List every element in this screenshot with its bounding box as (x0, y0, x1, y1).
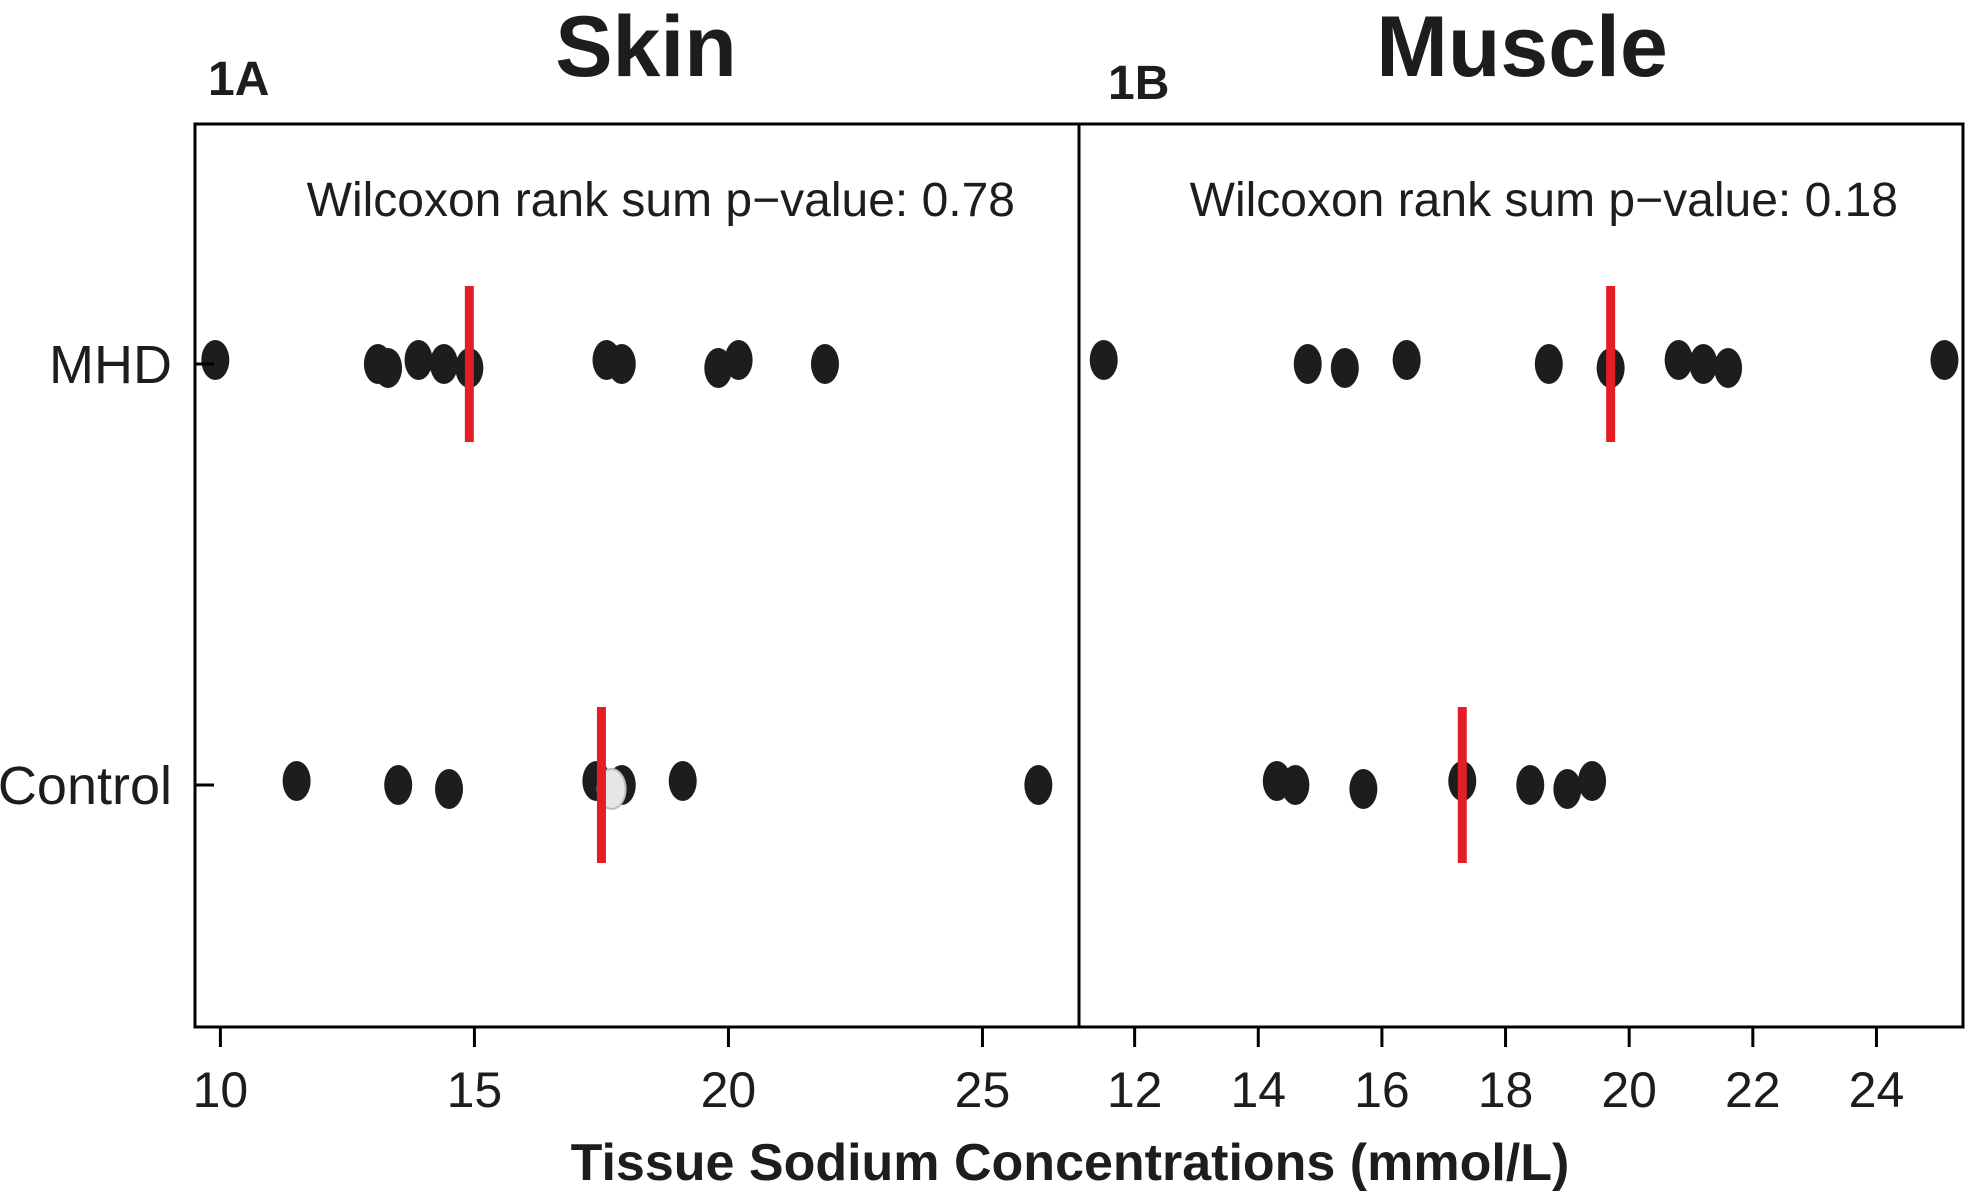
skin-x-tick-label: 20 (701, 1062, 757, 1118)
muscle-mhd-point (1689, 344, 1718, 384)
skin-title: Skin (555, 0, 737, 95)
y-category-mhd: MHD (49, 335, 172, 395)
panel-label-1a: 1A (208, 53, 269, 106)
skin-control-point (668, 761, 697, 801)
skin-mhd-point (607, 344, 636, 384)
muscle-x-tick-label: 12 (1107, 1062, 1163, 1118)
skin-p-value-annotation: Wilcoxon rank sum p−value: 0.78 (307, 174, 1015, 227)
skin-mhd-point (724, 340, 753, 380)
muscle-mhd-point (1930, 340, 1959, 380)
muscle-mhd-point (1392, 340, 1421, 380)
muscle-mhd-point (1293, 344, 1322, 384)
muscle-control-point (1553, 769, 1582, 809)
x-axis-label: Tissue Sodium Concentrations (mmol/L) (571, 1134, 1570, 1192)
panel-label-1b: 1B (1108, 57, 1169, 110)
skin-control-point (384, 765, 413, 805)
muscle-x-tick-label: 18 (1478, 1062, 1534, 1118)
muscle-mhd-point (1664, 340, 1693, 380)
muscle-control-point (1578, 761, 1607, 801)
skin-mhd-point (374, 348, 403, 388)
skin-control-point (282, 761, 311, 801)
skin-x-tick-label: 25 (955, 1062, 1011, 1118)
muscle-title: Muscle (1376, 0, 1668, 95)
skin-mhd-point (404, 340, 433, 380)
muscle-mhd-point (1089, 340, 1118, 380)
muscle-x-tick-label: 22 (1725, 1062, 1781, 1118)
y-category-control: Control (0, 756, 172, 816)
skin-control-point (435, 769, 464, 809)
panel-b-frame (1077, 122, 1965, 1029)
skin-control-point (1024, 765, 1053, 805)
muscle-x-tick-label: 24 (1849, 1062, 1905, 1118)
muscle-mhd-point (1534, 344, 1563, 384)
muscle-mhd-point (1714, 348, 1743, 388)
muscle-control-point (1281, 765, 1310, 805)
skin-mhd-point (810, 344, 839, 384)
plot-marks (201, 286, 1959, 1047)
muscle-mhd-point (1330, 348, 1359, 388)
muscle-p-value-annotation: Wilcoxon rank sum p−value: 0.18 (1190, 174, 1898, 227)
skin-mhd-point (429, 344, 458, 384)
muscle-x-tick-label: 16 (1354, 1062, 1410, 1118)
skin-mhd-point (201, 340, 230, 380)
muscle-control-point (1349, 769, 1378, 809)
skin-x-tick-label: 15 (447, 1062, 503, 1118)
muscle-x-tick-label: 14 (1230, 1062, 1286, 1118)
muscle-x-tick-label: 20 (1601, 1062, 1657, 1118)
panel-a-frame (193, 122, 1081, 1029)
muscle-control-point (1516, 765, 1545, 805)
skin-x-tick-label: 10 (193, 1062, 249, 1118)
